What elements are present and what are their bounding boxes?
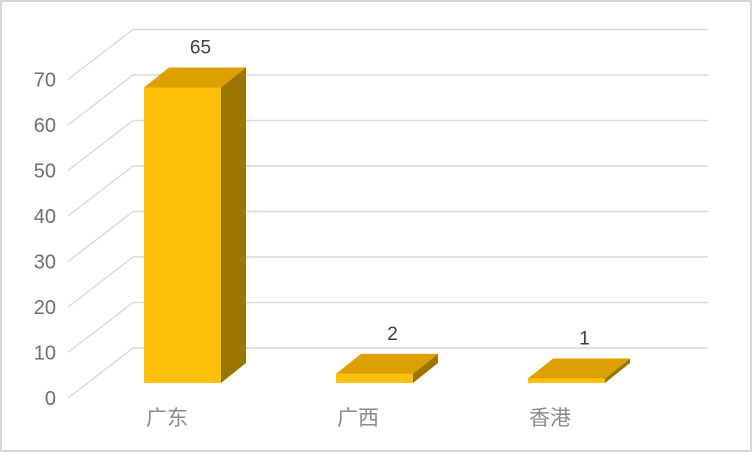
bar-guangxi-top-face bbox=[336, 353, 438, 374]
y-axis-label: 60 bbox=[34, 115, 56, 137]
category-label: 广西 bbox=[337, 407, 379, 430]
y-axis-label: 40 bbox=[34, 206, 56, 228]
y-axis-tick-line bbox=[67, 74, 134, 126]
data-label: 1 bbox=[579, 328, 590, 349]
y-axis-tick-line bbox=[67, 165, 134, 217]
bar-guangdong-top-face bbox=[144, 67, 246, 88]
y-axis-label: 70 bbox=[34, 70, 56, 92]
category-label: 香港 bbox=[529, 407, 571, 430]
y-axis-tick-line bbox=[67, 119, 134, 172]
y-axis-tick-line bbox=[67, 347, 134, 399]
y-axis-label: 0 bbox=[45, 388, 56, 410]
y-axis-tick-line bbox=[67, 210, 134, 263]
data-label: 65 bbox=[190, 37, 211, 58]
category-label: 广东 bbox=[146, 407, 188, 430]
data-label: 2 bbox=[387, 324, 398, 345]
bar-guangdong-side-face bbox=[221, 67, 246, 383]
y-axis-label: 30 bbox=[34, 252, 56, 274]
y-axis-tick-line bbox=[67, 28, 134, 81]
y-axis-tick-line bbox=[67, 301, 134, 354]
bar-hongkong-front-face bbox=[528, 378, 605, 383]
bar-hongkong-top-face bbox=[528, 358, 630, 379]
y-axis-label: 20 bbox=[34, 297, 56, 319]
bar-guangdong-front-face bbox=[144, 87, 221, 383]
bar-guangxi-side-face bbox=[413, 353, 438, 383]
bar-hongkong-side-face bbox=[605, 358, 630, 383]
bar-guangxi-front-face bbox=[336, 373, 413, 383]
y-axis-tick-line bbox=[67, 256, 134, 308]
y-axis-label: 50 bbox=[34, 161, 56, 183]
y-axis-label: 10 bbox=[34, 343, 56, 365]
